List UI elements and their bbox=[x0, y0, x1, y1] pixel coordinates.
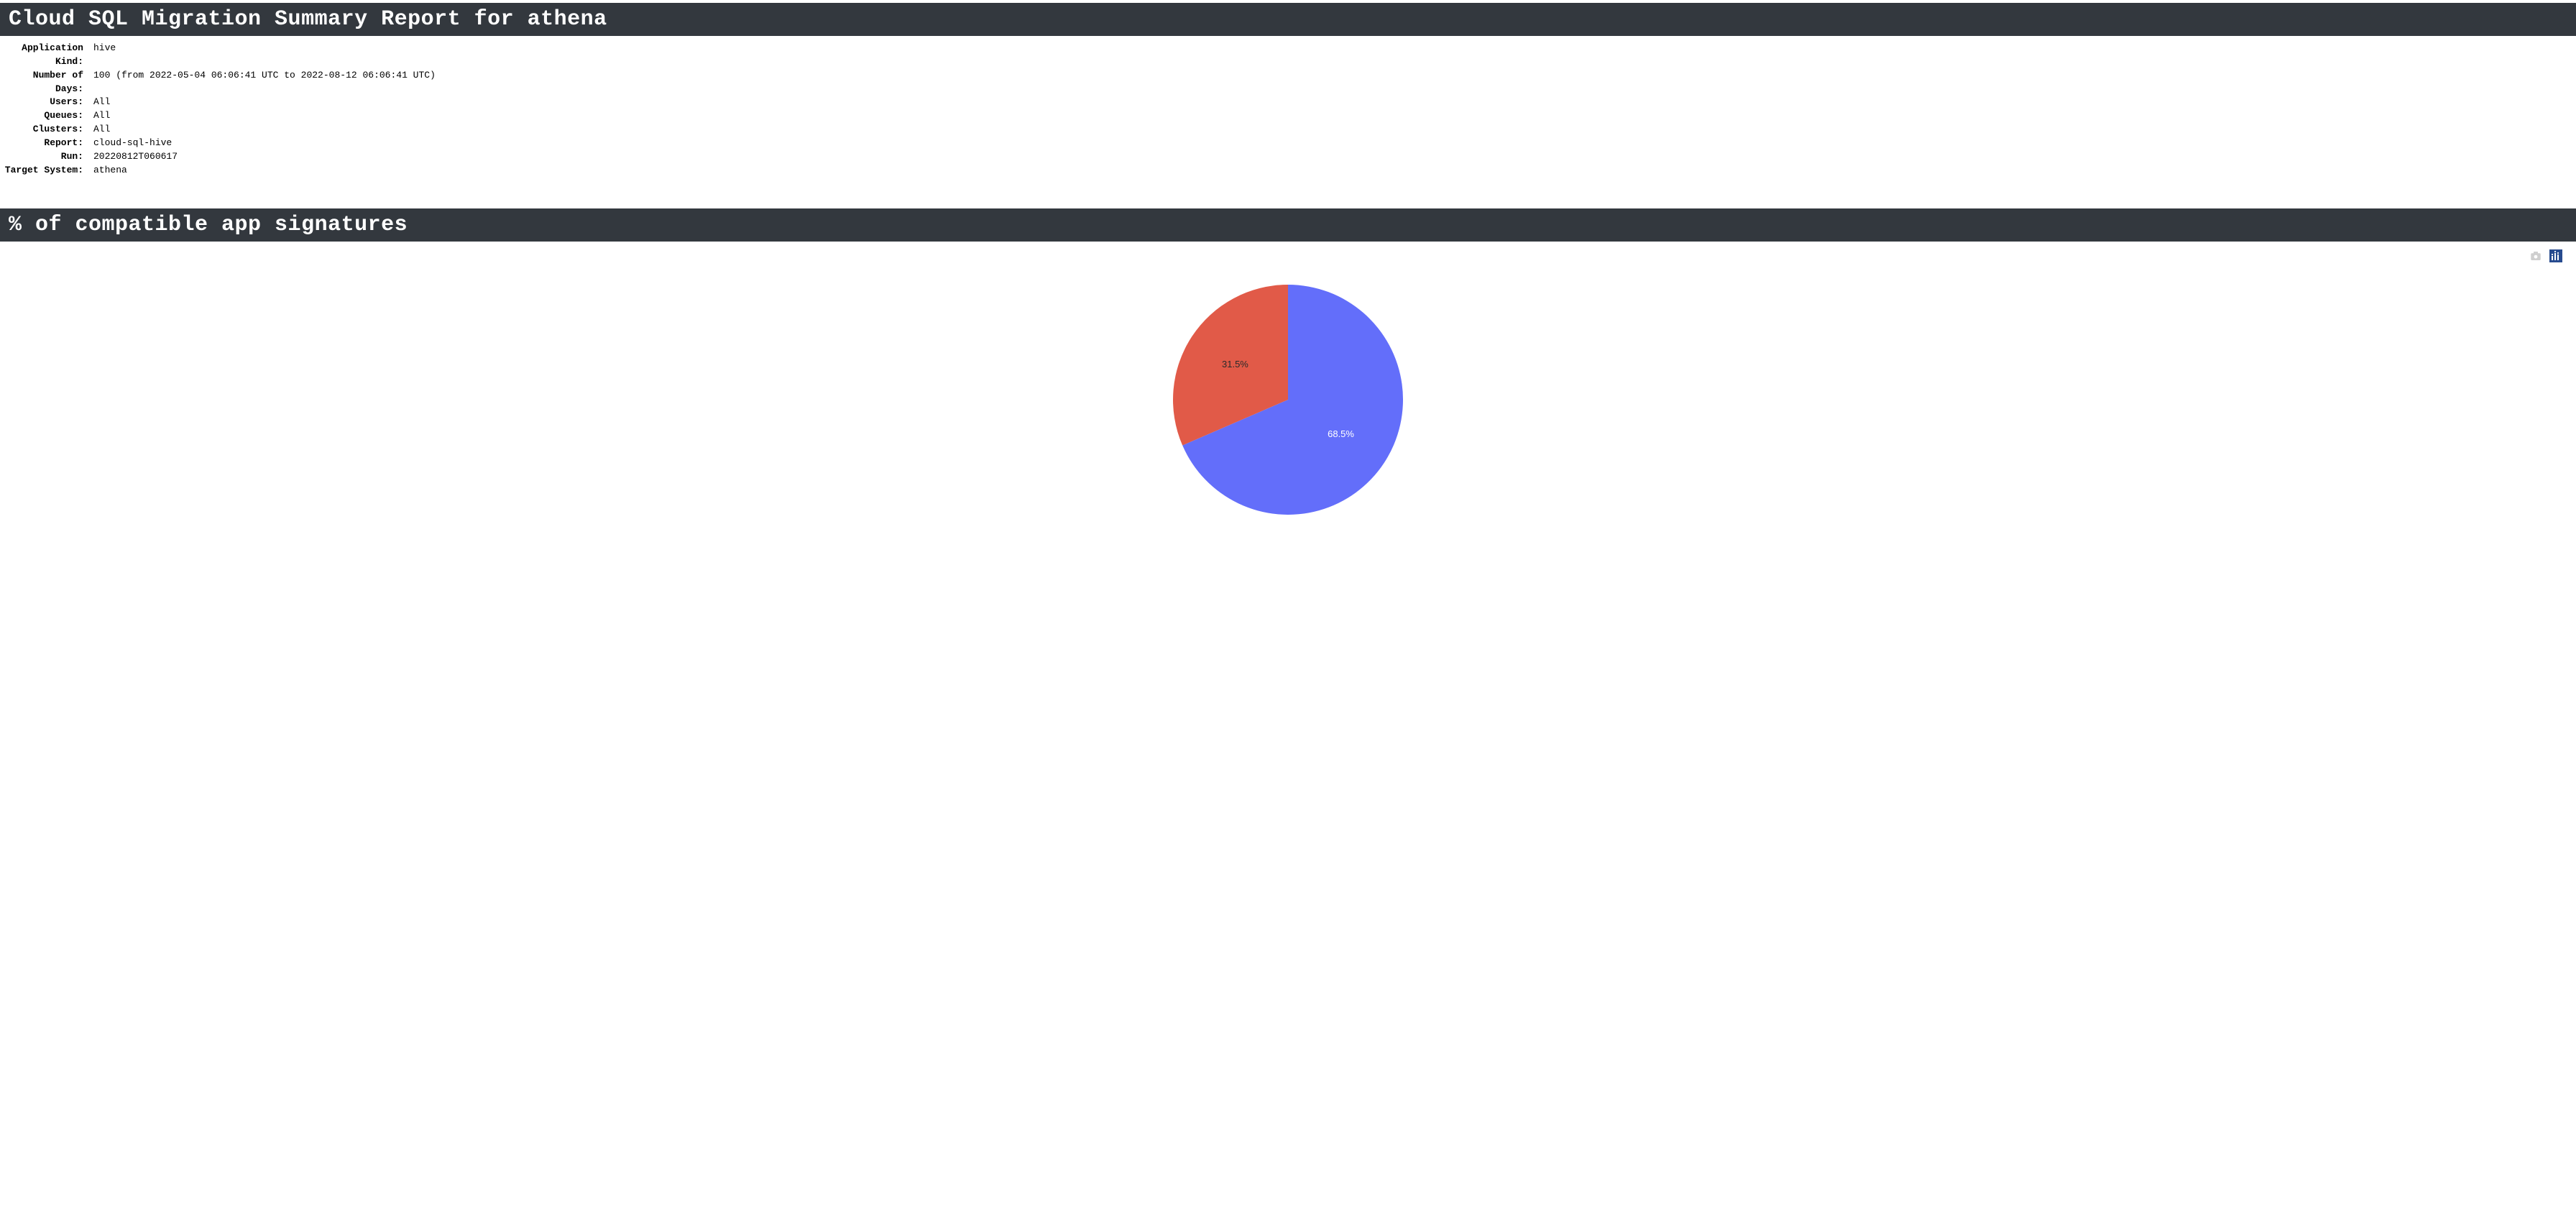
meta-value: All bbox=[86, 123, 110, 137]
meta-value: 20220812T060617 bbox=[86, 150, 178, 164]
metadata-block: Application Kind:hiveNumber of Days:100 … bbox=[0, 36, 2576, 206]
meta-row: Application Kind:hive bbox=[0, 42, 2576, 69]
meta-value: athena bbox=[86, 164, 127, 178]
meta-label: Number of Days: bbox=[0, 69, 86, 96]
plotly-logo-icon[interactable] bbox=[2549, 249, 2563, 263]
chart-area: 68.5% 31.5% bbox=[0, 242, 2576, 558]
meta-label: Clusters: bbox=[0, 123, 86, 137]
report-title: Cloud SQL Migration Summary Report for a… bbox=[9, 7, 607, 32]
meta-label: Queues: bbox=[0, 109, 86, 123]
pie-slice-label: 68.5% bbox=[1328, 428, 1354, 439]
meta-value: All bbox=[86, 96, 110, 109]
meta-label: Application Kind: bbox=[0, 42, 86, 69]
meta-row: Number of Days:100 (from 2022-05-04 06:0… bbox=[0, 69, 2576, 96]
meta-label: Users: bbox=[0, 96, 86, 109]
meta-row: Target System:athena bbox=[0, 164, 2576, 178]
meta-value: cloud-sql-hive bbox=[86, 137, 172, 150]
section-title: % of compatible app signatures bbox=[9, 213, 408, 237]
pie-chart-container: 68.5% 31.5% bbox=[0, 249, 2576, 515]
meta-row: Report:cloud-sql-hive bbox=[0, 137, 2576, 150]
meta-value: 100 (from 2022-05-04 06:06:41 UTC to 202… bbox=[86, 69, 436, 96]
meta-row: Clusters:All bbox=[0, 123, 2576, 137]
meta-row: Run:20220812T060617 bbox=[0, 150, 2576, 164]
meta-label: Report: bbox=[0, 137, 86, 150]
meta-value: All bbox=[86, 109, 110, 123]
meta-value: hive bbox=[86, 42, 116, 69]
camera-icon[interactable] bbox=[2529, 249, 2543, 263]
section-title-bar: % of compatible app signatures bbox=[0, 208, 2576, 242]
pie-slice-label: 31.5% bbox=[1222, 359, 1248, 370]
report-title-bar: Cloud SQL Migration Summary Report for a… bbox=[0, 3, 2576, 36]
meta-label: Run: bbox=[0, 150, 86, 164]
meta-row: Users:All bbox=[0, 96, 2576, 109]
pie-chart: 68.5% 31.5% bbox=[1173, 285, 1403, 515]
meta-label: Target System: bbox=[0, 164, 86, 178]
meta-row: Queues:All bbox=[0, 109, 2576, 123]
chart-toolbar bbox=[2529, 249, 2563, 263]
